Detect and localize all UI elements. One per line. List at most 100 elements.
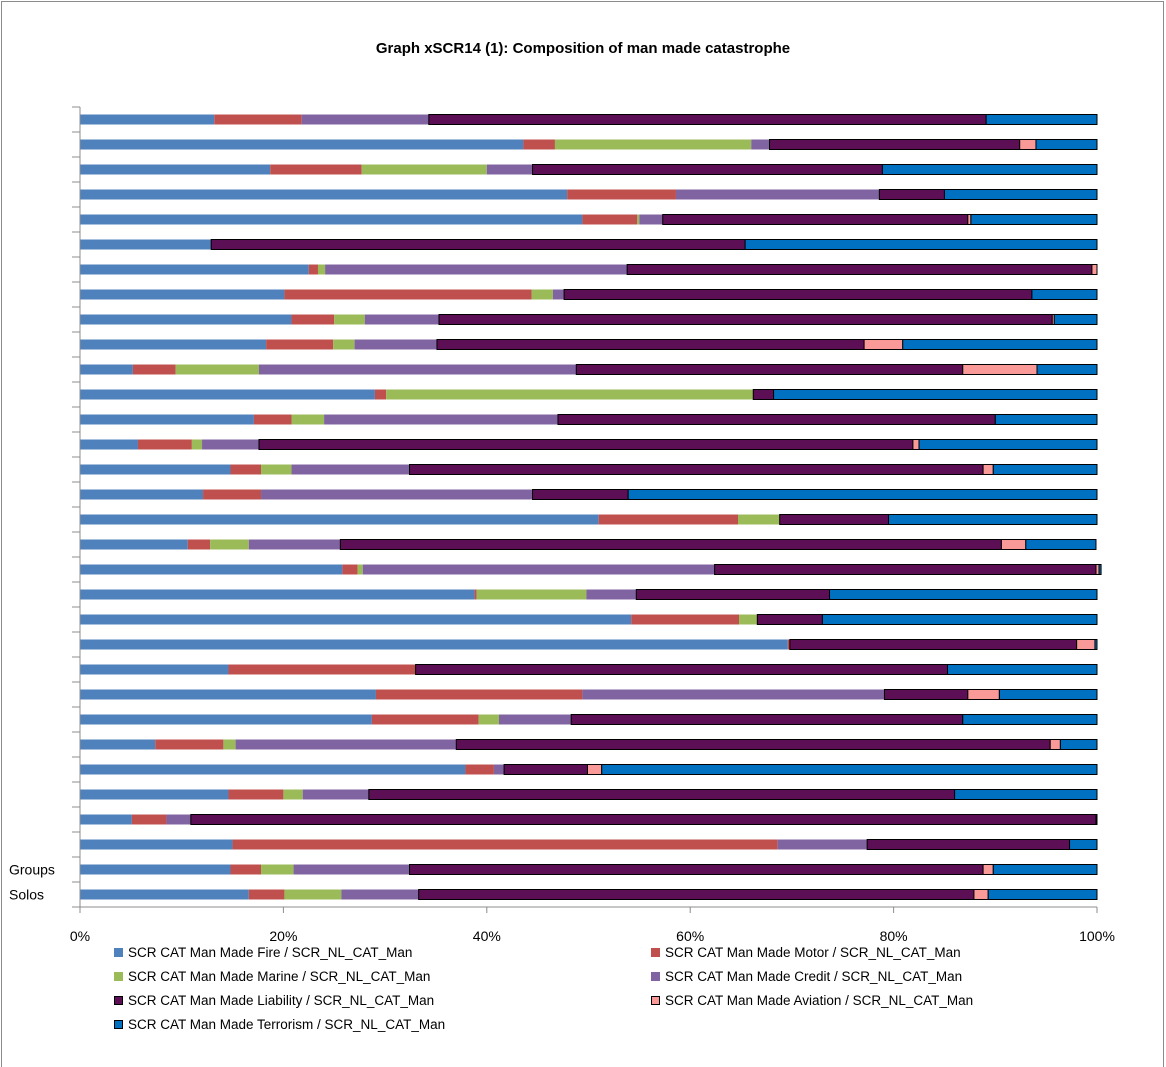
bar-segment-4-row-13 (586, 589, 637, 600)
x-tick-label: 80% (880, 928, 908, 944)
legend-label: SCR CAT Man Made Liability / SCR_NL_CAT_… (128, 993, 435, 1008)
bar-segment-2-row-31 (523, 139, 555, 150)
bar-segment-2-row-1 (248, 889, 285, 900)
bar-segment-5-row-12 (756, 614, 823, 625)
bar-segment-7-row-8 (962, 714, 1098, 725)
chart-title: Graph xSCR14 (1): Composition of man mad… (375, 40, 791, 57)
bar-segment-7-row-17 (627, 489, 1098, 500)
bar-segment-1-row-25 (80, 289, 285, 300)
bar-segment-3-row-16 (737, 514, 780, 525)
bar-segment-1-row-14 (80, 564, 343, 575)
bar-segment-3-row-22 (175, 364, 259, 375)
bar-segment-1-row-1 (80, 889, 249, 900)
bar-segment-4-row-19 (202, 439, 259, 450)
legend-swatch (651, 948, 660, 957)
bar-segment-7-row-11 (1094, 639, 1098, 650)
bar-segment-3-row-25 (531, 289, 553, 300)
bar-segment-4-row-26 (325, 264, 628, 275)
bar-segment-4-row-3 (777, 839, 868, 850)
bar-segment-2-row-2 (230, 864, 262, 875)
legend-swatch (651, 996, 660, 1005)
bar-segment-7-row-5 (954, 789, 1098, 800)
bar-segment-6-row-11 (1076, 639, 1096, 650)
bar-segment-5-row-16 (779, 514, 890, 525)
bar-segment-6-row-18 (982, 464, 994, 475)
bar-segment-2-row-16 (598, 514, 738, 525)
bar-segment-5-row-30 (532, 164, 883, 175)
bar-segment-6-row-26 (1091, 264, 1098, 275)
x-tick-label: 40% (473, 928, 501, 944)
bar-segment-7-row-4 (1095, 814, 1098, 825)
legend-label: SCR CAT Man Made Credit / SCR_NL_CAT_Man (665, 969, 963, 984)
bars-layer (80, 114, 1102, 900)
bar-segment-2-row-28 (582, 214, 638, 225)
bar-segment-1-row-18 (80, 464, 231, 475)
bar-segment-1-row-20 (80, 414, 254, 425)
bar-segment-3-row-26 (317, 264, 326, 275)
bar-segment-7-row-21 (773, 389, 1098, 400)
bar-segment-7-row-22 (1036, 364, 1098, 375)
bar-segment-2-row-12 (631, 614, 740, 625)
bar-segment-7-row-18 (992, 464, 1098, 475)
bar-segment-7-row-23 (902, 339, 1098, 350)
bar-segment-5-row-22 (575, 364, 964, 375)
bar-segment-4-row-32 (301, 114, 429, 125)
bar-segment-6-row-6 (586, 764, 603, 775)
bar-segment-7-row-1 (987, 889, 1098, 900)
bar-segment-4-row-8 (499, 714, 572, 725)
bar-segment-2-row-10 (228, 664, 416, 675)
bar-segment-4-row-17 (261, 489, 533, 500)
bar-segment-2-row-7 (155, 739, 224, 750)
bar-segment-1-row-28 (80, 214, 583, 225)
bar-segment-7-row-25 (1031, 289, 1098, 300)
bar-segment-1-row-4 (80, 814, 132, 825)
bar-segment-2-row-20 (253, 414, 292, 425)
bar-segment-3-row-13 (476, 589, 587, 600)
bar-segment-3-row-28 (637, 214, 640, 225)
bar-segment-1-row-26 (80, 264, 309, 275)
bar-segment-2-row-26 (308, 264, 318, 275)
bar-segment-6-row-23 (863, 339, 904, 350)
bar-segment-2-row-9 (375, 689, 583, 700)
bar-segment-7-row-3 (1069, 839, 1098, 850)
bar-segment-1-row-30 (80, 164, 271, 175)
bar-segment-2-row-22 (132, 364, 176, 375)
bar-segment-1-row-3 (80, 839, 233, 850)
bar-segment-1-row-27 (80, 239, 212, 250)
bar-segment-7-row-20 (994, 414, 1098, 425)
bar-segment-1-row-31 (80, 139, 524, 150)
bar-segment-7-row-16 (888, 514, 1098, 525)
bar-segment-1-row-23 (80, 339, 267, 350)
legend-item: SCR CAT Man Made Liability / SCR_NL_CAT_… (114, 993, 434, 1008)
legend-label: SCR CAT Man Made Terrorism / SCR_NL_CAT_… (128, 1017, 446, 1032)
bar-segment-5-row-23 (436, 339, 865, 350)
bar-segment-3-row-18 (261, 464, 292, 475)
bar-segment-4-row-2 (293, 864, 410, 875)
bar-segment-4-row-23 (354, 339, 437, 350)
bar-segment-2-row-15 (187, 539, 211, 550)
bar-segment-4-row-7 (235, 739, 457, 750)
bar-segment-1-row-8 (80, 714, 372, 725)
bar-segment-1-row-16 (80, 514, 599, 525)
x-tick-label: 60% (676, 928, 704, 944)
bar-segment-6-row-2 (982, 864, 994, 875)
bar-segment-6-row-7 (1049, 739, 1061, 750)
bar-segment-7-row-13 (829, 589, 1098, 600)
bar-segment-2-row-8 (371, 714, 479, 725)
bar-segment-3-row-31 (554, 139, 752, 150)
bar-segment-3-row-8 (478, 714, 500, 725)
bar-segment-3-row-20 (291, 414, 325, 425)
bar-segment-3-row-1 (284, 889, 342, 900)
legend-swatch (114, 948, 123, 957)
bar-segment-5-row-7 (455, 739, 1051, 750)
bar-segment-3-row-5 (283, 789, 303, 800)
bar-segment-7-row-14 (1098, 564, 1102, 575)
legend-swatch (651, 972, 660, 981)
bar-segment-5-row-4 (190, 814, 1097, 825)
bar-segment-5-row-32 (428, 114, 987, 125)
bar-segment-6-row-15 (1000, 539, 1027, 550)
bar-segment-3-row-7 (223, 739, 236, 750)
bar-segment-5-row-3 (866, 839, 1071, 850)
bar-segment-4-row-15 (248, 539, 341, 550)
